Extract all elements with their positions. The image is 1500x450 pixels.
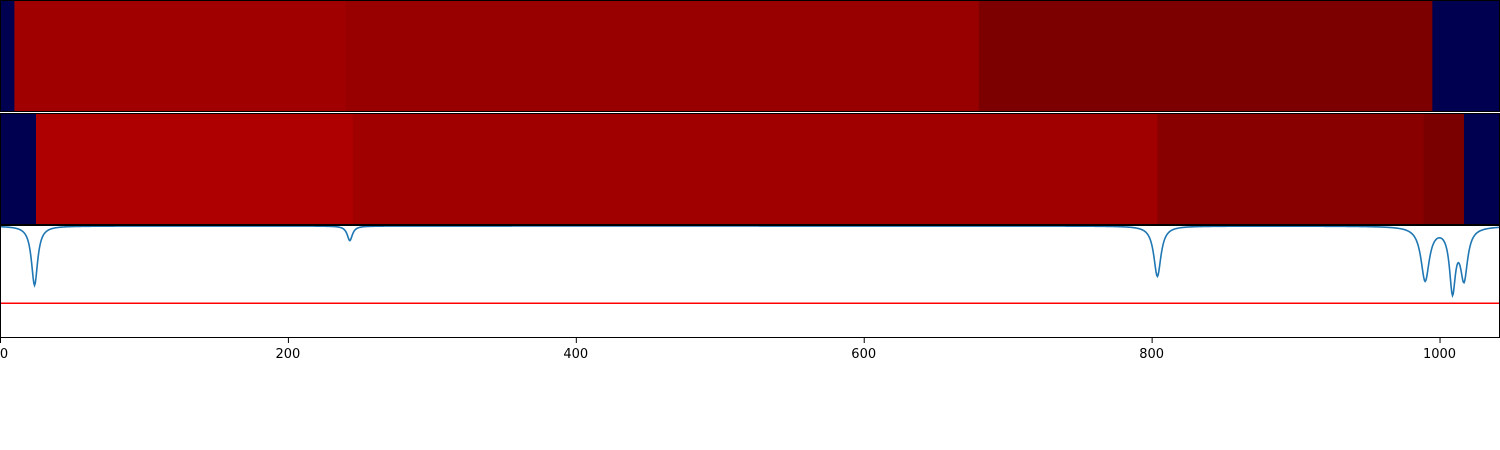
- heatmap-row-2-segment-2: [35, 113, 354, 225]
- x-tick-label: 600: [851, 347, 876, 362]
- heatmap-row-2-segment-6: [1464, 113, 1500, 225]
- heatmap-row-2-segment-1: [0, 113, 37, 225]
- line-panel-frame: [0, 225, 1500, 338]
- heatmap-row-1-segment-1: [0, 0, 15, 112]
- x-tick-label: 400: [563, 347, 588, 362]
- x-tick-label: 1000: [1423, 347, 1456, 362]
- x-axis: 0 200 400 600 800 1000: [0, 338, 1456, 362]
- heatmap-row-2-segment-5: [1423, 113, 1465, 225]
- heatmap-row-1-segment-5: [1432, 0, 1500, 112]
- heatmap-row-2-segment-3: [352, 113, 1158, 225]
- heatmap-row-2-segment-4: [1157, 113, 1425, 225]
- heatmap-row-1: [0, 0, 1500, 112]
- x-tick-label: 200: [275, 347, 300, 362]
- heatmap-row-2: [0, 113, 1500, 225]
- signal-line: [0, 225, 1500, 299]
- heatmap-row-1-segment-2: [14, 0, 346, 112]
- x-tick-label: 0: [0, 347, 8, 362]
- x-tick-label: 800: [1139, 347, 1164, 362]
- line-panel: [0, 225, 1500, 305]
- heatmap-row-1-segment-3: [345, 0, 980, 112]
- heatmap-row-1-segment-4: [978, 0, 1433, 112]
